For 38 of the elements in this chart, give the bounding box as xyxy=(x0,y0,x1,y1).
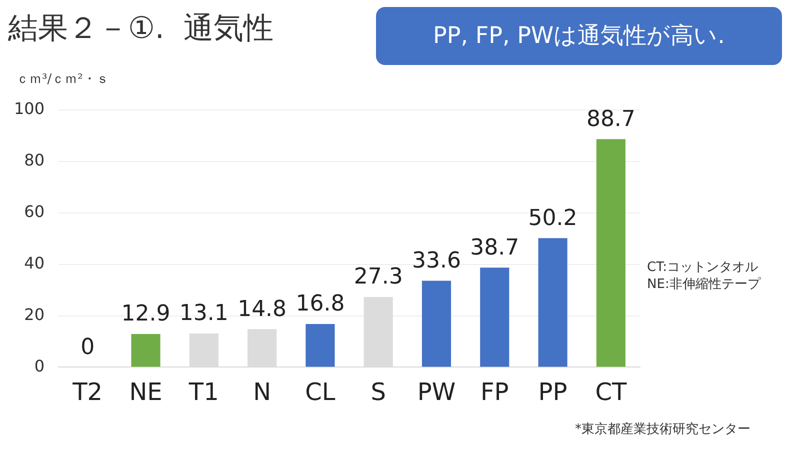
data-label: 27.3 xyxy=(354,264,403,290)
x-tick-label: CL xyxy=(305,378,336,406)
x-tick-label: T1 xyxy=(188,378,219,406)
x-tick-label: PW xyxy=(417,378,456,406)
x-tick-label: S xyxy=(370,378,386,406)
text: CT:コットンタオル xyxy=(647,259,758,276)
text: *東京都産業技術研究センター xyxy=(575,421,750,438)
data-label: 88.7 xyxy=(586,106,636,132)
data-label: 12.9 xyxy=(121,302,170,327)
x-tick-label: N xyxy=(253,378,272,406)
x-tick-label: FP xyxy=(480,378,509,406)
data-label: 0 xyxy=(80,334,95,360)
chart-title: 結果２－①. 通気性 xyxy=(8,10,274,48)
y-tick-label: 0 xyxy=(34,356,45,376)
data-label: 13.1 xyxy=(179,301,228,326)
data-label: 38.7 xyxy=(470,235,520,260)
data-label: 50.2 xyxy=(528,206,578,231)
text: PP, FP, PWは通気性が高い. xyxy=(376,7,782,65)
y-tick-label: 100 xyxy=(14,99,45,118)
x-tick-label: CT xyxy=(595,378,627,406)
y-axis-title: ｃｍ³/ｃｍ²・ｓ xyxy=(16,71,109,88)
x-tick-label: NE xyxy=(129,378,162,406)
bar xyxy=(480,268,510,367)
text: NE:非伸縮性テープ xyxy=(647,276,760,293)
y-tick-label: 60 xyxy=(24,202,45,222)
bar xyxy=(131,334,160,367)
x-tick-label: PP xyxy=(538,378,568,406)
x-tick-label: T2 xyxy=(72,378,103,406)
data-label: 33.6 xyxy=(412,248,461,274)
bar xyxy=(596,139,626,367)
data-label: 14.8 xyxy=(238,296,287,322)
bar xyxy=(538,238,568,367)
y-tick-label: 20 xyxy=(24,304,45,324)
bar xyxy=(306,324,335,367)
y-tick-label: 80 xyxy=(24,150,45,170)
y-tick-label: 40 xyxy=(24,253,45,272)
data-label: 16.8 xyxy=(296,292,345,317)
bar xyxy=(422,280,452,367)
